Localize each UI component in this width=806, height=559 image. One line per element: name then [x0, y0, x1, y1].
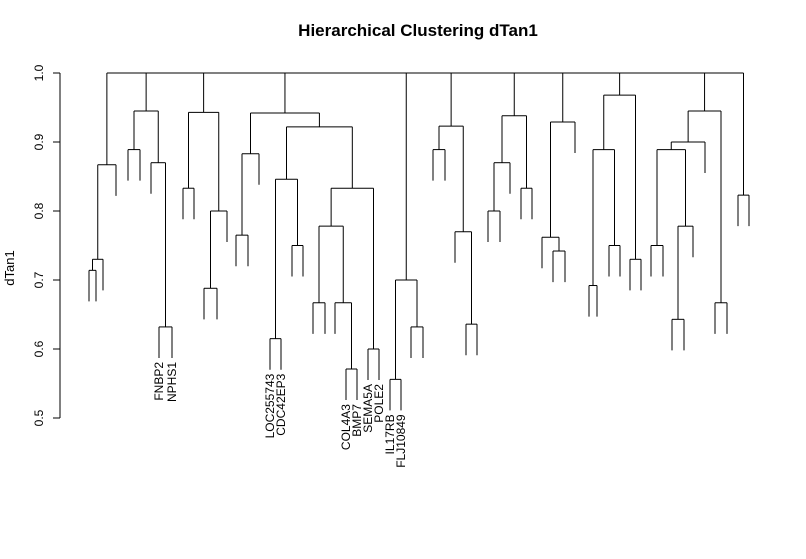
leaf-label: LOC255743 [263, 373, 277, 438]
y-axis-label: dTan1 [2, 250, 17, 285]
chart-title: Hierarchical Clustering dTan1 [298, 21, 538, 40]
y-tick-label: 0.9 [32, 133, 46, 150]
leaf-label: POLE2 [372, 384, 386, 423]
leaf-label: NPHS1 [165, 362, 179, 402]
y-tick-label: 0.5 [32, 409, 46, 426]
y-tick-label: 0.6 [32, 340, 46, 357]
leaf-label: CDC42EP3 [274, 373, 288, 435]
leaf-label: COL4A3 [339, 404, 353, 450]
y-axis: 0.5 0.6 0.7 0.8 0.9 1.0 [32, 64, 61, 426]
leaf-label: FNBP2 [152, 362, 166, 401]
y-tick-label: 0.8 [32, 202, 46, 219]
leaf-label: BMP7 [350, 404, 364, 437]
y-tick-label: 0.7 [32, 271, 46, 288]
leaf-label: SEMA5A [361, 384, 375, 433]
leaf-label: IL17RB [383, 414, 397, 454]
leaf-label: FLJ10849 [394, 414, 408, 468]
y-tick-label: 1.0 [32, 64, 46, 81]
dendrogram-tree [88, 72, 750, 411]
